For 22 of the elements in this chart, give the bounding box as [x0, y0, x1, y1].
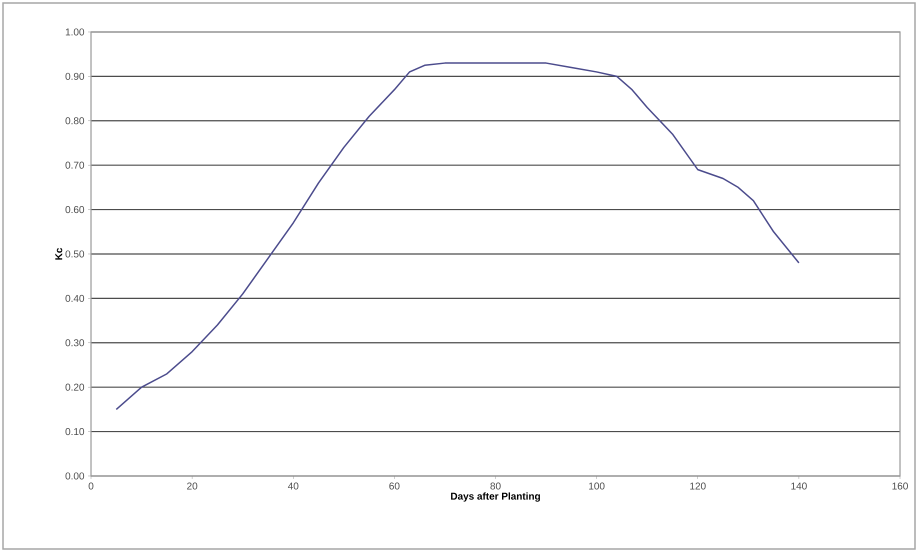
x-tick-label: 60 [389, 482, 400, 490]
y-tick-label: 0.50 [65, 250, 84, 258]
y-tick-label: 0.80 [65, 117, 84, 124]
x-axis-title: Days after Planting [451, 492, 540, 502]
y-tick-label: 0.60 [65, 206, 84, 214]
x-tick-label: 160 [892, 482, 908, 490]
y-tick-label: 0.40 [65, 294, 84, 302]
x-tick-label: 120 [690, 482, 706, 490]
y-axis-title: Kc [55, 248, 62, 260]
y-tick-label: 0.20 [65, 384, 84, 391]
x-tick-label: 20 [187, 482, 198, 490]
x-tick-label: 80 [490, 482, 501, 490]
y-tick-label: 0.10 [65, 428, 84, 436]
x-tick-label: 0 [88, 482, 94, 490]
y-tick-label: 0.30 [65, 339, 84, 346]
x-tick-label: 140 [791, 482, 807, 490]
x-tick-label: 100 [589, 482, 605, 490]
y-tick-label: 0.00 [65, 472, 84, 480]
x-tick-label: 40 [288, 482, 298, 490]
y-tick-label: 1.00 [66, 28, 84, 36]
y-tick-label: 0.90 [65, 72, 84, 80]
y-tick-label: 0.70 [65, 162, 84, 169]
